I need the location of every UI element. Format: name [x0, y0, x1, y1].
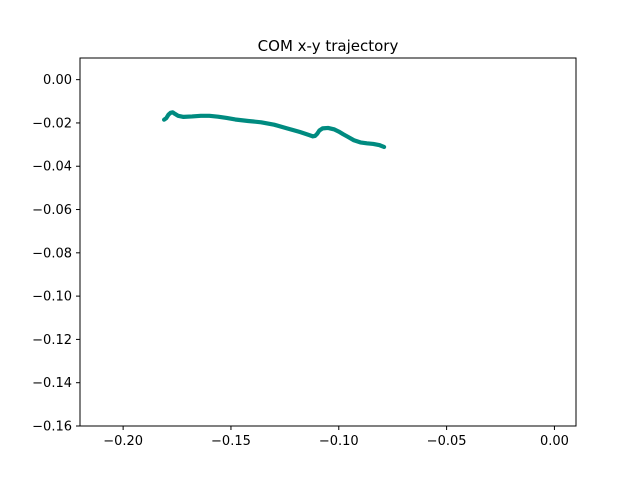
x-tick-label: 0.00	[540, 434, 569, 449]
y-tick-label: −0.14	[32, 376, 72, 391]
axes-frame	[79, 57, 577, 427]
chart-title: COM x-y trajectory	[258, 37, 399, 55]
y-tick-label: 0.00	[43, 73, 72, 88]
series-line	[162, 110, 387, 150]
x-tick-label: −0.10	[319, 434, 359, 449]
y-tick-label: −0.04	[32, 160, 72, 175]
y-tick-label: −0.16	[32, 420, 72, 435]
x-axis: −0.20 −0.15 −0.10 −0.05 0.00	[103, 426, 569, 449]
y-tick-label: −0.02	[32, 116, 72, 131]
y-tick-label: −0.06	[32, 203, 72, 218]
x-tick-label: −0.20	[103, 434, 143, 449]
y-tick-label: −0.12	[32, 333, 72, 348]
y-tick-label: −0.10	[32, 290, 72, 305]
x-tick-label: −0.15	[211, 434, 251, 449]
x-tick-label: −0.05	[427, 434, 467, 449]
y-axis: 0.00 −0.02 −0.04 −0.06 −0.08 −0.10 −0.12 −0.14 −…	[32, 73, 80, 435]
plot-area	[162, 110, 387, 150]
y-tick-label: −0.08	[32, 246, 72, 261]
